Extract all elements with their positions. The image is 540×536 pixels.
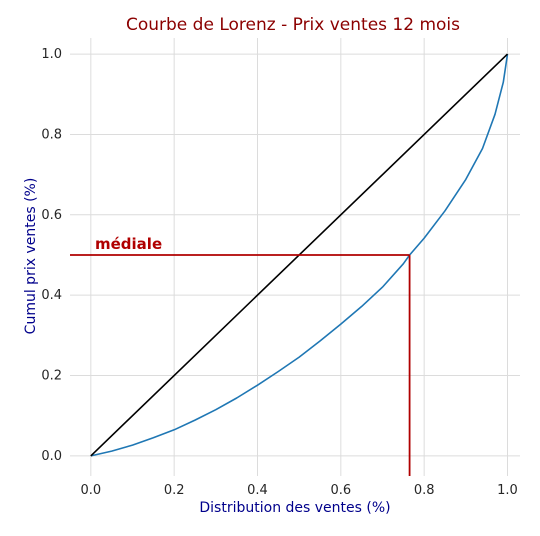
y-tick-label: 0.4 — [41, 288, 62, 303]
y-axis-label: Cumul prix ventes (%) — [23, 178, 39, 335]
x-tick-label: 0.0 — [80, 483, 101, 498]
y-tick-label: 0.0 — [41, 449, 62, 464]
x-tick-label: 0.8 — [414, 483, 435, 498]
y-tick-label: 0.8 — [41, 127, 62, 142]
y-tick-label: 0.6 — [41, 208, 62, 223]
y-tick-label: 0.2 — [41, 369, 62, 384]
y-tick-label: 1.0 — [41, 47, 62, 62]
x-tick-label: 1.0 — [497, 483, 518, 498]
x-tick-label: 0.6 — [330, 483, 351, 498]
x-axis-label: Distribution des ventes (%) — [199, 500, 390, 516]
median-marker — [70, 255, 410, 476]
x-tick-label: 0.4 — [247, 483, 268, 498]
ticks: 0.0 0.2 0.4 0.6 0.8 1.0 0.0 0.2 0.4 0.6 0.8 1.0 — [41, 47, 518, 498]
median-label: médiale — [95, 235, 162, 253]
chart-title: Courbe de Lorenz - Prix ventes 12 mois — [126, 15, 460, 35]
x-tick-label: 0.2 — [164, 483, 185, 498]
